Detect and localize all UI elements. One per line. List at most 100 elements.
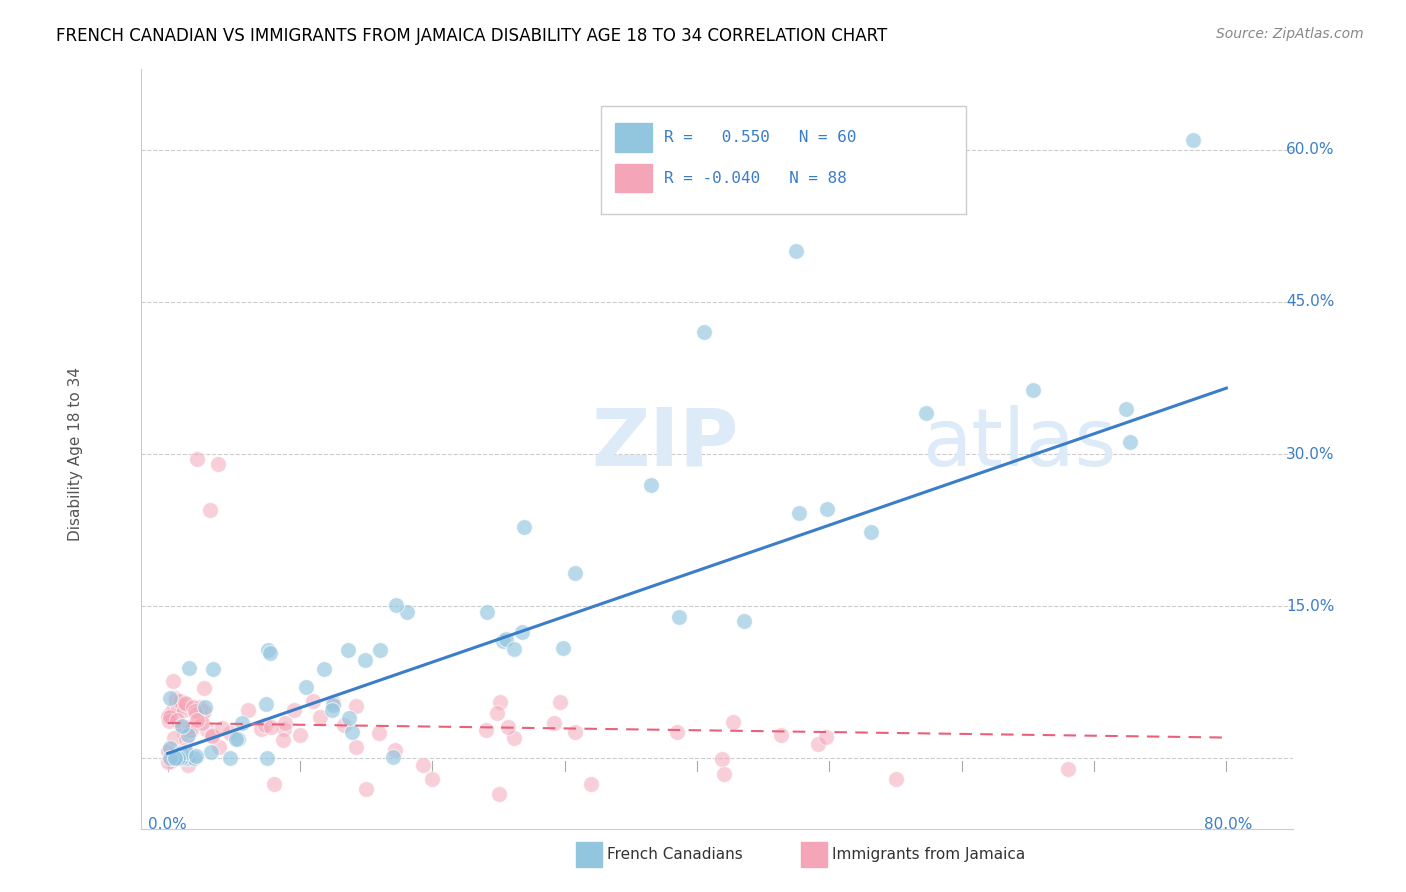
Text: Source: ZipAtlas.com: Source: ZipAtlas.com	[1216, 27, 1364, 41]
Point	[640, 477, 662, 491]
Point	[477, 605, 499, 619]
Text: 30.0%: 30.0%	[1286, 447, 1334, 461]
Text: French Canadians: French Canadians	[607, 847, 744, 862]
Point	[177, 723, 200, 738]
Point	[668, 609, 690, 624]
Point	[176, 757, 198, 772]
Point	[491, 634, 513, 648]
Point	[1022, 383, 1045, 397]
Text: FRENCH CANADIAN VS IMMIGRANTS FROM JAMAICA DISABILITY AGE 18 TO 34 CORRELATION C: FRENCH CANADIAN VS IMMIGRANTS FROM JAMAI…	[56, 27, 887, 45]
Point	[163, 751, 186, 765]
Point	[159, 741, 181, 756]
Point	[160, 705, 183, 719]
Point	[172, 750, 194, 764]
Point	[344, 739, 367, 754]
Point	[165, 751, 187, 765]
Point	[495, 632, 517, 647]
Point	[191, 715, 214, 730]
Point	[176, 732, 198, 747]
Point	[259, 646, 281, 660]
Point	[169, 748, 191, 763]
Point	[322, 698, 344, 713]
Point	[169, 694, 191, 708]
Point	[368, 643, 391, 657]
Text: atlas: atlas	[922, 405, 1116, 483]
Point	[157, 744, 180, 758]
Point	[257, 643, 280, 657]
Point	[173, 726, 195, 740]
Point	[184, 704, 207, 718]
Point	[564, 725, 586, 739]
Point	[915, 406, 938, 420]
Text: 15.0%: 15.0%	[1286, 599, 1334, 614]
Point	[259, 720, 281, 734]
Point	[163, 731, 186, 746]
Point	[384, 743, 406, 757]
Text: ZIP: ZIP	[592, 405, 738, 483]
Point	[186, 749, 208, 764]
Point	[193, 681, 215, 695]
Point	[177, 720, 200, 734]
Point	[184, 706, 207, 721]
Point	[201, 729, 224, 743]
FancyBboxPatch shape	[600, 106, 966, 213]
Point	[381, 750, 404, 764]
Point	[165, 693, 187, 707]
Point	[710, 752, 733, 766]
Point	[336, 643, 359, 657]
Point	[163, 691, 186, 706]
Point	[353, 653, 375, 667]
Text: R =   0.550   N = 60: R = 0.550 N = 60	[664, 130, 856, 145]
Point	[815, 501, 838, 516]
Point	[211, 721, 233, 735]
Point	[271, 732, 294, 747]
Point	[356, 781, 378, 796]
Point	[321, 704, 343, 718]
Point	[785, 244, 807, 259]
Point	[157, 714, 180, 728]
Point	[344, 698, 367, 713]
Point	[193, 705, 215, 719]
Point	[169, 745, 191, 759]
Point	[159, 691, 181, 706]
Point	[170, 746, 193, 760]
Point	[225, 731, 247, 746]
Point	[815, 730, 838, 744]
Point	[177, 728, 200, 742]
Point	[183, 751, 205, 765]
Point	[367, 726, 389, 740]
Point	[218, 726, 240, 740]
Point	[512, 624, 534, 639]
Point	[339, 711, 361, 725]
Text: R = -0.040   N = 88: R = -0.040 N = 88	[664, 170, 846, 186]
Point	[186, 713, 208, 727]
Point	[485, 706, 508, 720]
Point	[194, 700, 217, 714]
Point	[256, 697, 278, 711]
Point	[475, 723, 498, 737]
Point	[1115, 402, 1137, 417]
Point	[1119, 435, 1142, 450]
Point	[176, 751, 198, 765]
Point	[174, 697, 197, 711]
Point	[173, 703, 195, 717]
Point	[250, 722, 273, 736]
Point	[290, 728, 312, 742]
Text: 80.0%: 80.0%	[1205, 817, 1253, 832]
Point	[263, 777, 285, 791]
Point	[488, 695, 510, 709]
Text: 45.0%: 45.0%	[1286, 294, 1334, 310]
Point	[157, 708, 180, 723]
Point	[208, 739, 231, 754]
Point	[666, 725, 689, 739]
Point	[273, 715, 295, 730]
Point	[1056, 762, 1078, 776]
Point	[713, 766, 735, 780]
Point	[190, 710, 212, 724]
Point	[1182, 132, 1205, 146]
Point	[200, 745, 222, 759]
Point	[770, 728, 793, 742]
Point	[332, 718, 354, 732]
Point	[256, 751, 278, 765]
Point	[581, 777, 603, 791]
